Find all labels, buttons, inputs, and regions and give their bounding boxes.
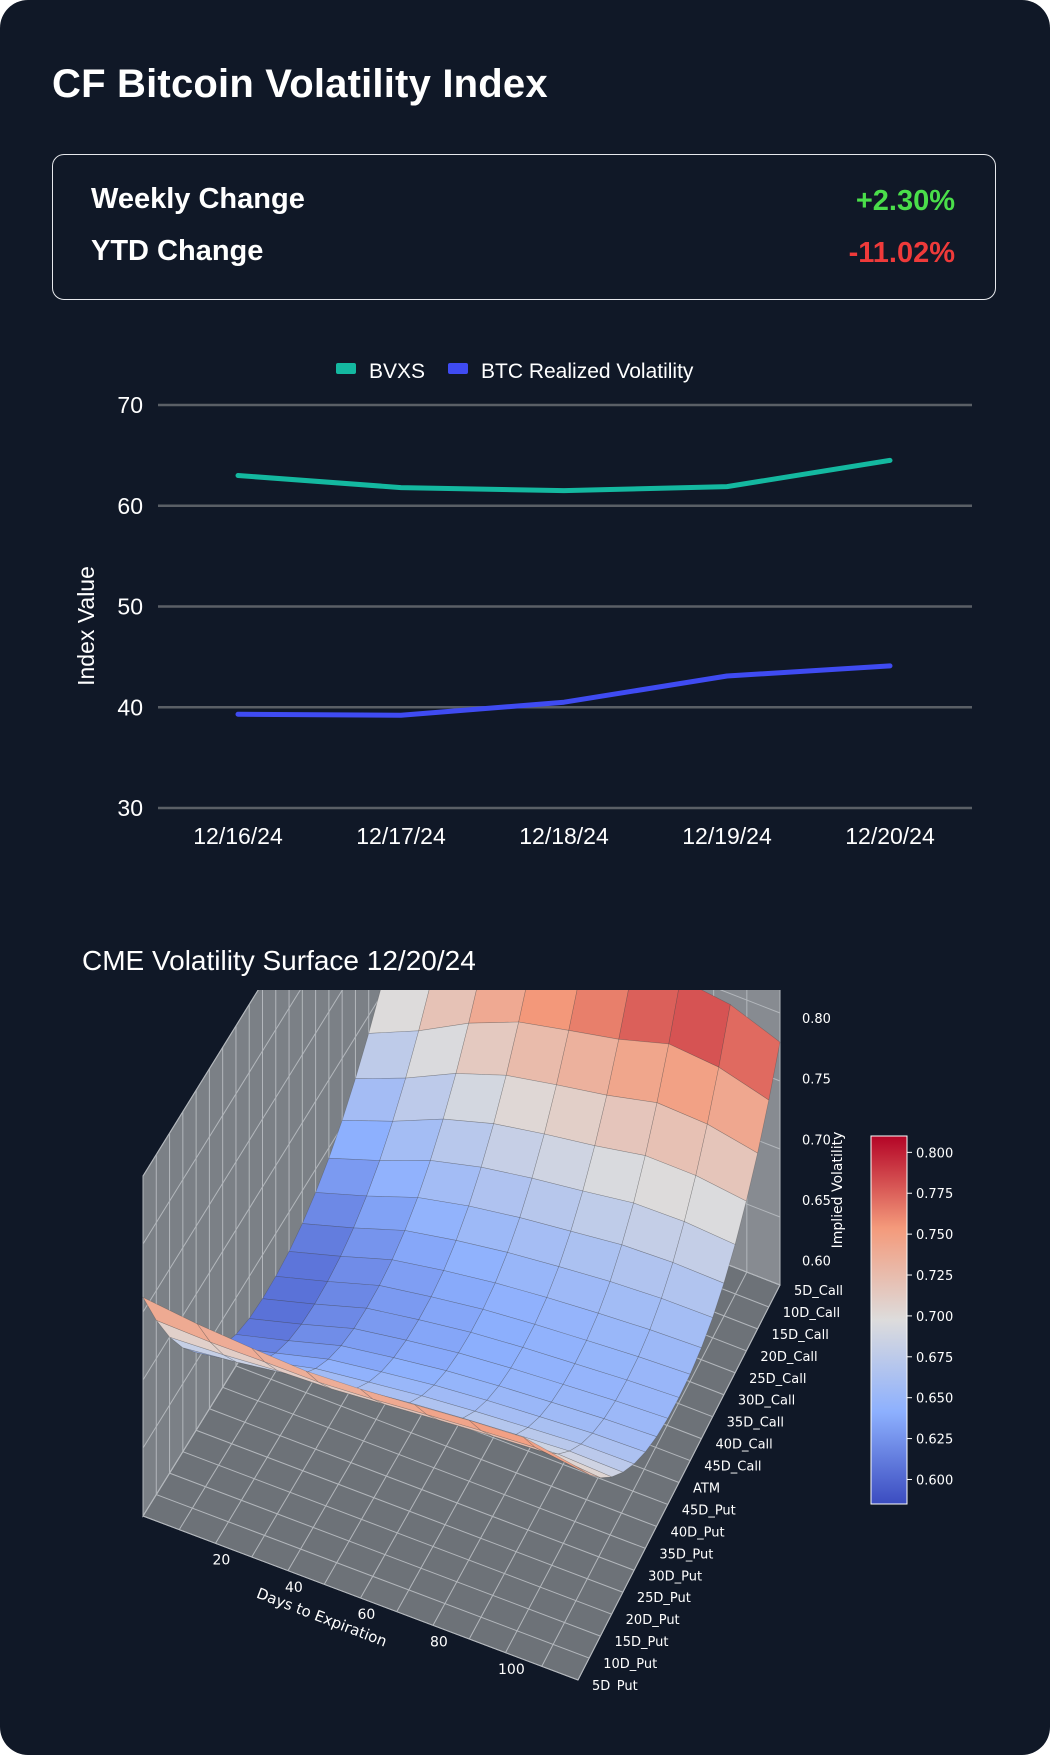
- colorbar-tick-label: 0.775: [916, 1187, 953, 1202]
- y-tick-label: 30: [117, 795, 143, 821]
- x-tick-label: 12/17/24: [356, 823, 446, 849]
- strike-tick-label: 10D_Put: [603, 1657, 657, 1672]
- strike-tick-label: 35D_Put: [659, 1547, 713, 1562]
- x-tick-label: 40: [285, 1580, 303, 1596]
- z-tick-label: 0.60: [802, 1255, 831, 1270]
- volatility-surface-chart: 20406080100120Days to Expiration5D_Put10…: [142, 990, 953, 1690]
- page-title: CF Bitcoin Volatility Index: [52, 62, 548, 106]
- colorbar-tick-label: 0.700: [916, 1310, 953, 1325]
- strike-tick-label: 20D_Put: [626, 1613, 680, 1628]
- surface-gridline: [169, 1472, 601, 1637]
- strike-tick-label: 30D_Call: [738, 1394, 795, 1409]
- x-tick-label: 80: [430, 1635, 448, 1651]
- surface-gridline: [142, 993, 383, 1381]
- strike-tick-label: 45D_Call: [704, 1460, 761, 1475]
- strike-tick-label: 10D_Call: [783, 1306, 840, 1321]
- colorbar-tick-label: 0.800: [916, 1146, 953, 1161]
- strike-tick-label: 5D_Put: [592, 1679, 638, 1690]
- surface-patch: [695, 1123, 758, 1202]
- surface-patch: [557, 1450, 624, 1478]
- strike-tick-label: ATM: [693, 1482, 720, 1497]
- surface-gridline: [156, 1494, 590, 1659]
- colorbar-tick-label: 0.725: [916, 1269, 953, 1284]
- series-line: [235, 457, 893, 494]
- x-tick-label: 12/16/24: [193, 823, 283, 849]
- x-tick-label: 60: [357, 1607, 375, 1623]
- weekly-change-row: Weekly Change +2.30%: [91, 183, 955, 223]
- ytd-change-row: YTD Change -11.02%: [91, 235, 955, 275]
- y-tick-label: 40: [117, 694, 143, 720]
- x-tick-label: 12/19/24: [682, 823, 772, 849]
- surface-chart-title: CME Volatility Surface 12/20/24: [82, 945, 476, 976]
- z-axis-label: Implied Volatility: [830, 1132, 846, 1249]
- weekly-change-value: +2.30%: [855, 185, 955, 217]
- x-tick-label: 120: [571, 1689, 598, 1690]
- surface-gridline: [195, 1429, 624, 1593]
- z-tick-label: 0.75: [802, 1073, 831, 1088]
- surface-gridline: [142, 990, 301, 1245]
- strike-tick-label: 20D_Call: [760, 1350, 817, 1365]
- strike-tick-label: 35D_Call: [727, 1416, 784, 1431]
- legend-label: BVXS: [369, 360, 425, 383]
- legend-swatch: [336, 363, 356, 374]
- strike-tick-label: 15D_Put: [614, 1635, 668, 1650]
- legend-swatch: [448, 363, 468, 374]
- strike-tick-label: 25D_Call: [749, 1372, 806, 1387]
- ytd-change-label: YTD Change: [91, 235, 264, 267]
- y-tick-label: 50: [117, 594, 143, 620]
- y-tick-label: 60: [117, 493, 143, 519]
- z-tick-label: 0.70: [802, 1133, 831, 1148]
- strike-tick-label: 5D_Call: [794, 1284, 843, 1299]
- strike-tick-label: 30D_Put: [648, 1569, 702, 1584]
- strike-tick-label: 45D_Put: [682, 1503, 736, 1518]
- change-summary-box: Weekly Change +2.30% YTD Change -11.02%: [52, 154, 996, 300]
- strike-tick-label: 40D_Call: [715, 1438, 772, 1453]
- series-line: [235, 663, 893, 718]
- surface-patch: [592, 1418, 658, 1453]
- z-tick-label: 0.65: [802, 1194, 831, 1209]
- legend-label: BTC Realized Volatility: [481, 360, 694, 383]
- x-tick-label: 20: [212, 1553, 230, 1569]
- surface-gridline: [235, 1365, 657, 1527]
- x-tick-label: 100: [498, 1662, 525, 1678]
- surface-patch: [706, 1066, 770, 1154]
- surface-patch: [580, 1432, 646, 1465]
- surface-patch: [546, 1452, 612, 1479]
- surface-gridline: [222, 1386, 646, 1549]
- y-axis-label: Index Value: [73, 566, 99, 686]
- strike-tick-label: 25D_Put: [637, 1591, 691, 1606]
- colorbar-tick-label: 0.625: [916, 1433, 953, 1448]
- x-tick-label: 12/18/24: [519, 823, 609, 849]
- surface-patch: [523, 1437, 590, 1475]
- strike-tick-label: 15D_Call: [772, 1328, 829, 1343]
- y-tick-label: 70: [117, 392, 143, 418]
- surface-gridline: [142, 990, 343, 1313]
- colorbar-tick-label: 0.675: [916, 1351, 953, 1366]
- surface-gridline: [142, 990, 259, 1177]
- colorbar: [870, 1135, 908, 1505]
- surface-gridline: [182, 1451, 612, 1615]
- z-tick-label: 0.80: [802, 1012, 831, 1027]
- colorbar-tick-label: 0.750: [916, 1228, 953, 1243]
- colorbar-tick-label: 0.650: [916, 1392, 953, 1407]
- colorbar-tick-label: 0.600: [916, 1473, 953, 1488]
- ytd-change-value: -11.02%: [848, 237, 955, 269]
- strike-tick-label: 40D_Put: [671, 1525, 725, 1540]
- index-line-chart: 30 40 50 60 70 12/16/24 12/17/24 12/18/24 12/19/…: [73, 360, 972, 849]
- surface-patch: [637, 1329, 702, 1375]
- x-tick-label: 12/20/24: [845, 823, 935, 849]
- surface-gridline: [209, 1408, 635, 1571]
- surface-gridline: [142, 1515, 579, 1681]
- weekly-change-label: Weekly Change: [91, 183, 305, 215]
- surface-patch: [626, 1356, 691, 1398]
